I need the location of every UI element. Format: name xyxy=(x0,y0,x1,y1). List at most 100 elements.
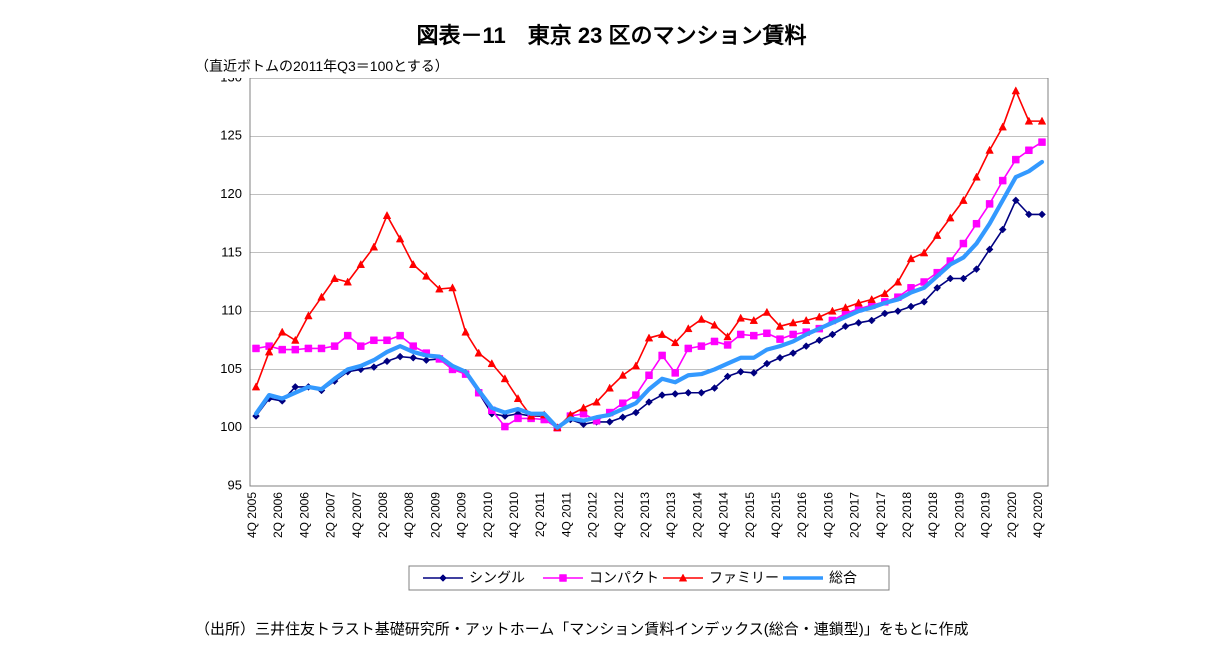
x-tick-label: 2Q 2014 xyxy=(690,492,704,538)
x-tick-label: 2Q 2009 xyxy=(428,492,442,538)
chart-container: 95 100 105 110 115 120 125 130 4Q 2005 2Q 2006 4Q … xyxy=(190,78,1060,598)
series-marker-シングル xyxy=(672,390,679,397)
x-tick-label: 2Q 2010 xyxy=(481,492,495,538)
series-marker-コンパクト xyxy=(698,343,705,350)
series-marker-ファミリー xyxy=(370,243,378,250)
y-tick-label: 120 xyxy=(220,186,242,201)
legend-label-コンパクト: コンパクト xyxy=(589,570,659,586)
series-marker-シングル xyxy=(685,389,692,396)
series-marker-コンパクト xyxy=(1012,156,1019,163)
series-marker-コンパクト xyxy=(384,337,391,344)
series-marker-コンパクト xyxy=(253,345,260,352)
series-marker-シングル xyxy=(894,308,901,315)
series-marker-コンパクト xyxy=(397,332,404,339)
series-marker-コンパクト xyxy=(750,332,757,339)
x-tick-label: 4Q 2012 xyxy=(612,492,626,538)
legend-label-総合: 総合 xyxy=(829,570,857,586)
series-marker-シングル xyxy=(606,418,613,425)
series-marker-コンパクト xyxy=(763,330,770,337)
series-marker-ファミリー xyxy=(894,278,902,285)
series-marker-コンパクト xyxy=(790,331,797,338)
series-marker-コンパクト xyxy=(344,332,351,339)
series-marker-シングル xyxy=(698,389,705,396)
series-marker-コンパクト xyxy=(999,177,1006,184)
series-marker-シングル xyxy=(868,317,875,324)
series-marker-コンパクト xyxy=(1025,147,1032,154)
x-tick-label: 4Q 2016 xyxy=(821,492,835,538)
x-tick-label: 2Q 2006 xyxy=(271,492,285,538)
x-tick-label: 4Q 2015 xyxy=(769,492,783,538)
series-marker-コンパクト xyxy=(1039,139,1046,146)
line-chart: 95 100 105 110 115 120 125 130 4Q 2005 2Q 2006 4Q … xyxy=(190,78,1060,598)
series-marker-コンパクト xyxy=(632,392,639,399)
series-marker-コンパクト xyxy=(305,345,312,352)
series-marker-ファミリー xyxy=(292,336,300,343)
series-marker-コンパクト xyxy=(357,343,364,350)
series-marker-ファミリー xyxy=(1012,87,1020,94)
series-marker-シングル xyxy=(777,354,784,361)
x-tick-label: 4Q 2017 xyxy=(874,492,888,538)
x-tick-label: 4Q 2011 xyxy=(559,492,573,537)
legend-label-ファミリー: ファミリー xyxy=(709,570,779,586)
x-tick-label: 4Q 2005 xyxy=(245,492,259,538)
y-tick-label: 125 xyxy=(220,128,242,143)
series-marker-シングル xyxy=(384,358,391,365)
series-line-総合 xyxy=(256,162,1042,428)
series-marker-ファミリー xyxy=(763,308,771,315)
series-marker-コンパクト xyxy=(292,346,299,353)
series-marker-ファミリー xyxy=(396,235,404,242)
series-marker-シングル xyxy=(855,319,862,326)
series-marker-コンパクト xyxy=(711,338,718,345)
y-tick-label: 130 xyxy=(220,78,242,84)
x-tick-label: 4Q 2006 xyxy=(297,492,311,538)
x-tick-label: 4Q 2009 xyxy=(455,492,469,538)
series-marker-コンパクト xyxy=(960,240,967,247)
series-marker-コンパクト xyxy=(370,337,377,344)
series-marker-シングル xyxy=(619,414,626,421)
series-marker-コンパクト xyxy=(279,346,286,353)
series-marker-ファミリー xyxy=(632,362,640,369)
series-marker-ファミリー xyxy=(409,261,417,268)
x-tick-label: 4Q 2014 xyxy=(717,492,731,538)
x-tick-label: 2Q 2013 xyxy=(638,492,652,538)
y-tick-label: 115 xyxy=(221,244,242,259)
y-tick-label: 100 xyxy=(220,419,242,434)
series-marker-ファミリー xyxy=(658,330,666,337)
series-marker-シングル xyxy=(1039,211,1046,218)
series-marker-ファミリー xyxy=(278,328,286,335)
series-marker-ファミリー xyxy=(973,173,981,180)
x-tick-label: 4Q 2020 xyxy=(1031,492,1045,538)
series-marker-コンパクト xyxy=(973,220,980,227)
series-marker-ファミリー xyxy=(986,146,994,153)
series-marker-ファミリー xyxy=(252,383,260,390)
series-marker-ファミリー xyxy=(383,212,391,219)
series-marker-コンパクト xyxy=(318,345,325,352)
series-marker-コンパクト xyxy=(331,343,338,350)
series-marker-コンパクト xyxy=(685,345,692,352)
x-tick-label: 2Q 2015 xyxy=(743,492,757,538)
x-tick-label: 2Q 2017 xyxy=(848,492,862,538)
series-marker-コンパクト xyxy=(501,423,508,430)
series-marker-コンパクト xyxy=(737,331,744,338)
series-marker-ファミリー xyxy=(999,123,1007,130)
x-tick-label: 4Q 2007 xyxy=(350,492,364,538)
series-marker-ファミリー xyxy=(462,328,470,335)
series-marker-シングル xyxy=(908,303,915,310)
series-marker-コンパクト xyxy=(672,369,679,376)
series-marker-コンパクト xyxy=(515,415,522,422)
y-tick-label: 95 xyxy=(228,477,242,492)
series-marker-ファミリー xyxy=(960,196,968,203)
y-tick-label: 110 xyxy=(221,303,242,318)
series-marker-コンパクト xyxy=(777,336,784,343)
x-tick-label: 4Q 2008 xyxy=(402,492,416,538)
series-marker-シングル xyxy=(397,353,404,360)
series-marker-シングル xyxy=(410,354,417,361)
series-marker-シングル xyxy=(816,337,823,344)
x-tick-label: 2Q 2011 xyxy=(533,492,547,537)
x-tick-label: 4Q 2013 xyxy=(664,492,678,538)
series-marker-ファミリー xyxy=(619,371,627,378)
y-tick-label: 105 xyxy=(220,361,242,376)
x-tick-label: 4Q 2010 xyxy=(507,492,521,538)
chart-source-note: （出所）三井住友トラスト基礎研究所・アットホーム「マンション賃料インデックス(総… xyxy=(195,618,969,639)
series-marker-ファミリー xyxy=(737,314,745,321)
